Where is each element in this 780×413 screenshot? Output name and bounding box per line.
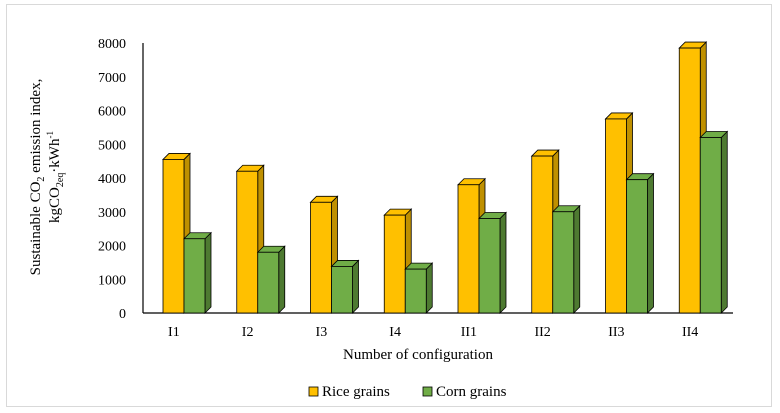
y-axis-title-line1-sub: 2: [36, 177, 47, 182]
bar-rice: [162, 152, 191, 314]
y-axis-title-line2-tail: ·kWh: [47, 138, 63, 173]
y-axis-title-line2-sup: -1: [45, 131, 55, 139]
bars: [162, 41, 729, 314]
x-tick-label: I1: [168, 325, 180, 340]
x-tick-label: II4: [682, 325, 698, 340]
bar-corn: [625, 172, 655, 314]
legend-label-corn: Corn grains: [436, 384, 507, 400]
legend-swatch-rice: [308, 386, 319, 397]
y-tick-label: 8000: [98, 37, 126, 52]
y-axis-title-line2-sub: 2eq: [55, 173, 66, 187]
tick-labels: 0 1000 2000 3000 4000 5000 6000 7000 8000 I1 I2 I3 I…: [98, 37, 698, 340]
bar-corn: [551, 204, 581, 314]
y-tick-label: 2000: [98, 240, 126, 255]
y-tick-label: 5000: [98, 138, 126, 153]
svg-text:kgCO2eq·kWh-1: kgCO2eq·kWh-1: [45, 131, 66, 223]
x-tick-label: I2: [242, 325, 254, 340]
bar-corn: [330, 259, 360, 314]
y-axis-title-line1: Sustainable CO: [28, 181, 44, 275]
bar-corn: [183, 231, 212, 314]
bar-corn: [404, 262, 434, 314]
svg-text:Sustainable CO2 emission index: Sustainable CO2 emission index,: [28, 79, 47, 276]
y-axis-title-line1-tail: emission index,: [28, 79, 44, 177]
bar-corn: [478, 211, 507, 314]
y-tick-label: 7000: [98, 71, 126, 86]
legend-label-rice: Rice grains: [322, 384, 390, 400]
y-axis-title-line2: kgCO: [47, 187, 63, 223]
y-tick-label: 1000: [98, 273, 126, 288]
y-tick-label: 0: [119, 307, 126, 322]
legend: Rice grains Corn grains: [308, 384, 507, 400]
y-axis-title: Sustainable CO2 emission index, kgCO2eq·…: [28, 79, 66, 276]
legend-swatch-corn: [422, 386, 433, 397]
x-tick-label: II3: [608, 325, 624, 340]
x-axis-title: Number of configuration: [343, 347, 493, 363]
x-tick-label: I3: [316, 325, 328, 340]
x-tick-label: II2: [534, 325, 550, 340]
y-tick-label: 4000: [98, 172, 126, 187]
y-tick-label: 3000: [98, 206, 126, 221]
bar-corn: [256, 245, 286, 314]
y-tick-label: 6000: [98, 105, 126, 120]
x-tick-label: II1: [461, 325, 477, 340]
bar-corn: [699, 130, 729, 314]
x-tick-label: I4: [389, 325, 401, 340]
